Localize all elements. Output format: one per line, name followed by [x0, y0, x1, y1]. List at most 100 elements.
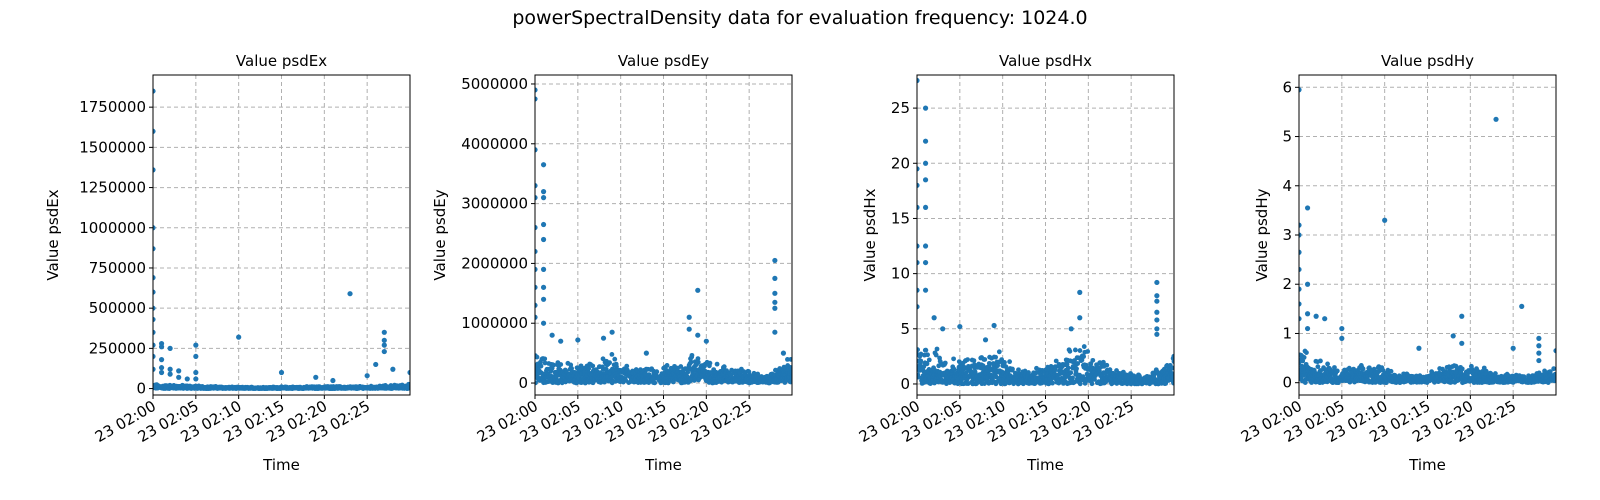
data-point — [590, 363, 596, 369]
data-point — [917, 259, 920, 266]
data-point — [772, 305, 778, 311]
y-tick-label: 1500000 — [79, 138, 146, 156]
data-point — [609, 329, 615, 335]
series-points — [153, 88, 410, 391]
data-point — [664, 363, 670, 368]
data-point — [1072, 347, 1078, 353]
data-point — [1074, 366, 1079, 372]
data-point — [535, 248, 538, 255]
data-point — [923, 347, 929, 353]
data-point — [922, 259, 929, 266]
subplot-title: Value psdEx — [236, 52, 327, 70]
data-point — [1154, 298, 1160, 304]
data-point — [1163, 380, 1169, 386]
data-point — [1003, 364, 1009, 370]
data-point — [1067, 348, 1073, 354]
data-point — [772, 257, 778, 264]
data-point — [1010, 366, 1015, 372]
data-point — [1299, 266, 1302, 273]
data-point — [917, 204, 920, 211]
data-point — [535, 266, 538, 272]
data-point — [1450, 333, 1456, 339]
data-point — [940, 326, 946, 332]
data-point — [364, 373, 370, 379]
data-point — [236, 334, 242, 340]
data-point — [982, 337, 989, 343]
data-point — [1077, 289, 1083, 295]
data-point — [193, 353, 199, 360]
y-tick-label: 6 — [1282, 78, 1292, 96]
data-point — [1077, 348, 1083, 353]
data-point — [1304, 205, 1311, 211]
data-point — [1553, 377, 1556, 383]
data-point — [535, 314, 538, 320]
data-point — [1536, 350, 1542, 356]
data-point — [652, 380, 658, 386]
data-point — [1169, 365, 1174, 371]
data-point — [922, 105, 929, 111]
x-axis-label: Time — [644, 456, 682, 474]
x-axis-label: Time — [1408, 456, 1446, 474]
data-point — [922, 138, 929, 144]
data-point — [1299, 286, 1302, 292]
data-point — [996, 349, 1002, 355]
y-axis-label: Value psdHx — [861, 188, 879, 281]
y-tick-label: 0 — [518, 374, 528, 392]
data-point — [1453, 363, 1459, 369]
data-point — [586, 366, 592, 371]
y-tick-label: 750000 — [89, 259, 146, 277]
data-point — [1325, 361, 1330, 367]
data-point — [689, 352, 695, 358]
data-point — [535, 87, 538, 93]
data-point — [695, 287, 701, 293]
y-axis-label: Value psdEy — [431, 189, 449, 280]
data-point — [772, 329, 778, 335]
data-point — [789, 370, 792, 376]
y-tick-label: 1000000 — [461, 314, 528, 332]
y-tick-label: 20 — [891, 154, 910, 172]
data-point — [1089, 381, 1095, 387]
data-point — [1070, 375, 1075, 381]
data-point — [1459, 340, 1465, 346]
data-point — [1154, 279, 1160, 286]
data-point — [982, 357, 988, 362]
data-point — [1492, 371, 1498, 376]
data-point — [707, 360, 713, 366]
data-point — [1519, 303, 1525, 309]
data-point — [535, 284, 538, 290]
data-point — [558, 362, 564, 367]
data-point — [540, 266, 547, 272]
figure-title: powerSpectralDensity data for evaluation… — [512, 7, 1087, 29]
series-points — [535, 87, 792, 386]
data-point — [1065, 365, 1071, 371]
data-point — [922, 243, 929, 249]
data-point — [951, 356, 956, 362]
data-point — [1382, 217, 1388, 223]
data-point — [1154, 331, 1160, 337]
data-point — [1318, 358, 1323, 364]
data-point — [551, 362, 556, 368]
data-point — [153, 329, 156, 335]
data-point — [1304, 350, 1309, 355]
data-point — [1090, 357, 1096, 363]
data-point — [1299, 87, 1302, 93]
y-tick-label: 4 — [1282, 177, 1292, 195]
data-point — [1171, 380, 1174, 386]
y-tick-label: 3000000 — [461, 195, 528, 213]
data-point — [934, 346, 940, 352]
data-point — [643, 350, 649, 356]
data-point — [1448, 379, 1454, 385]
data-point — [540, 189, 547, 195]
data-point — [695, 332, 701, 338]
data-point — [917, 304, 920, 310]
data-point — [1171, 353, 1174, 359]
data-point — [624, 363, 630, 369]
data-point — [788, 356, 792, 362]
data-point — [153, 316, 156, 323]
data-point — [780, 350, 787, 356]
data-point — [917, 287, 920, 293]
data-point — [600, 356, 606, 362]
